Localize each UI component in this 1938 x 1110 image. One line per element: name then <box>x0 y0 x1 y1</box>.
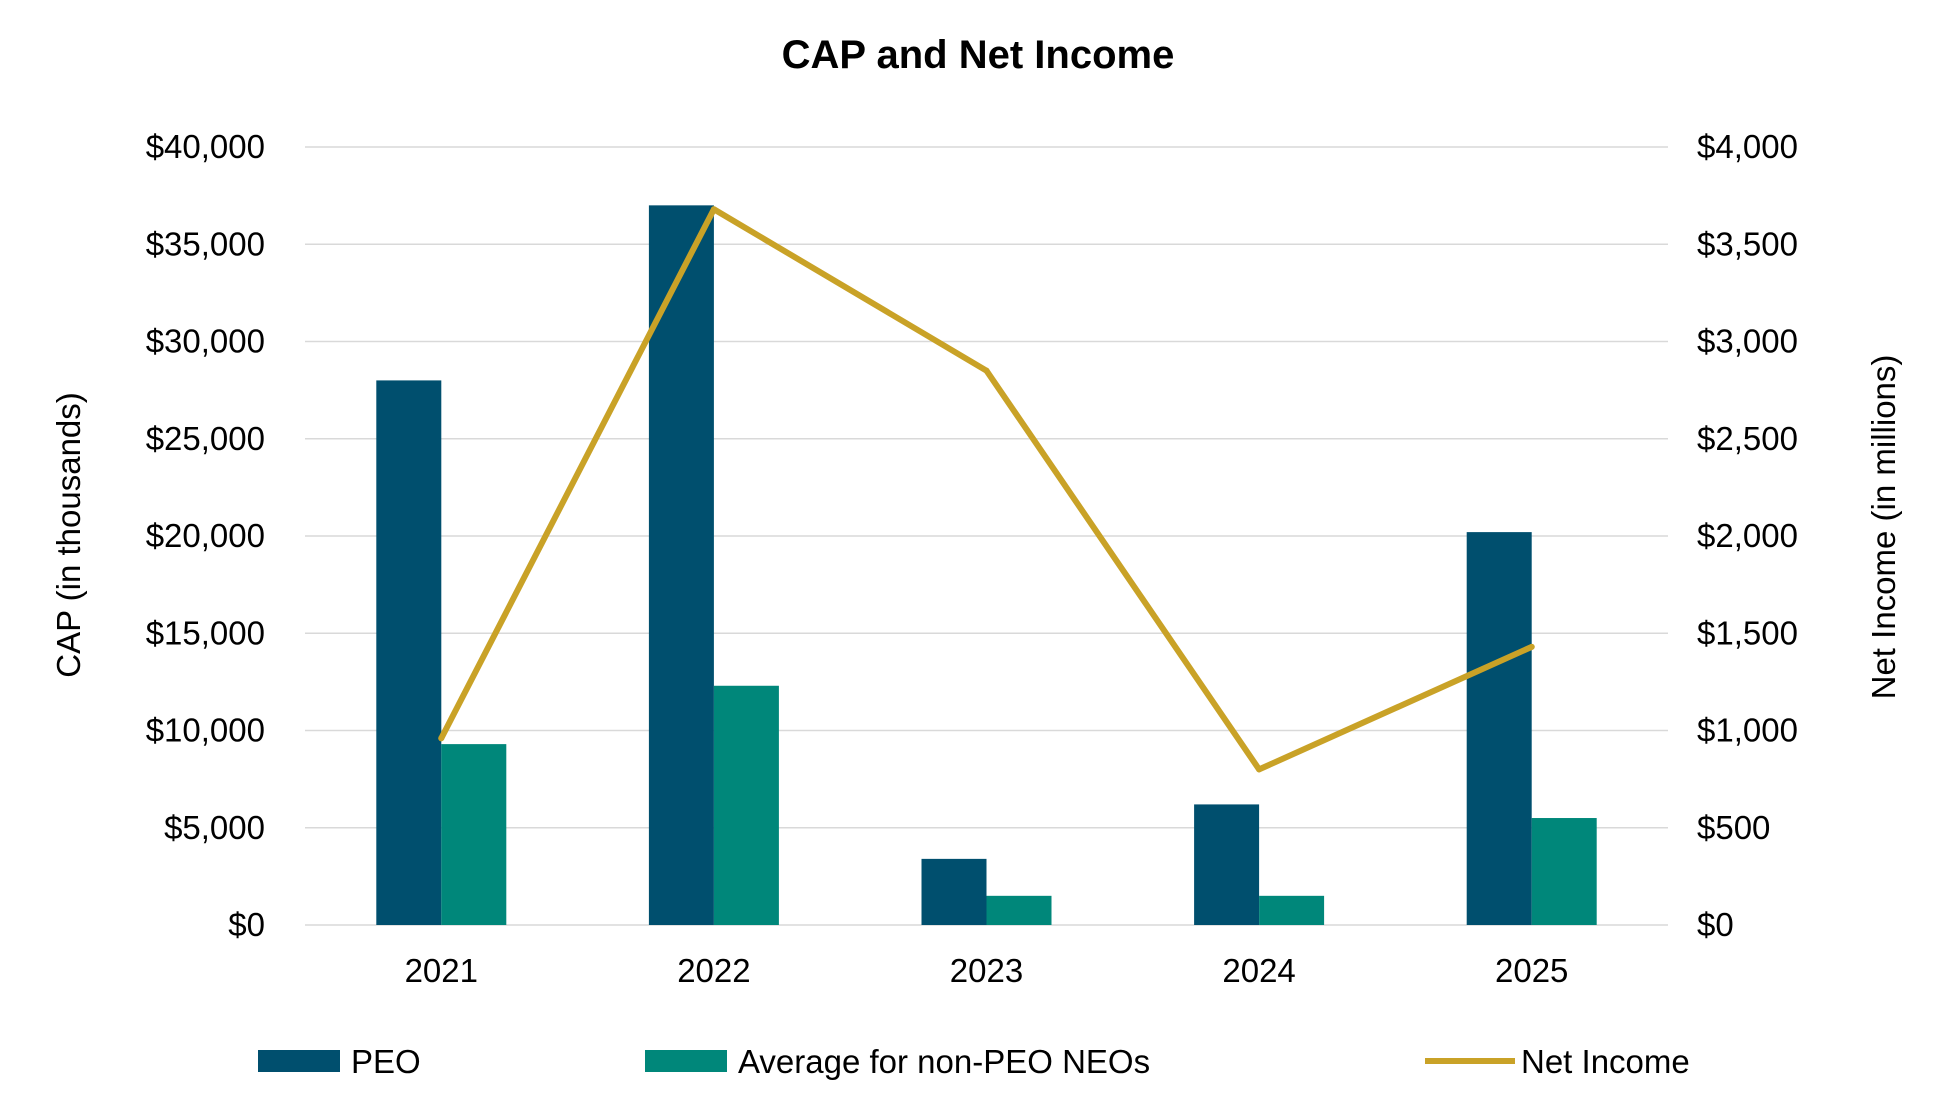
legend-swatch <box>258 1050 340 1072</box>
y-tick-label-left: $5,000 <box>164 809 265 846</box>
y-tick-label-right: $2,000 <box>1697 517 1798 554</box>
legend-swatch <box>645 1050 727 1072</box>
chart-title: CAP and Net Income <box>782 33 1175 77</box>
y-tick-label-right: $3,000 <box>1697 323 1798 360</box>
net-income-point <box>710 206 717 213</box>
y-tick-label-left: $35,000 <box>146 225 265 262</box>
legend-label: Average for non-PEO NEOs <box>738 1043 1150 1080</box>
legend-label: Net Income <box>1521 1043 1690 1080</box>
y-tick-label-left: $40,000 <box>146 128 265 165</box>
neo-average-bar <box>441 744 507 925</box>
net-income-point <box>438 735 445 742</box>
y-tick-label-right: $0 <box>1697 906 1734 943</box>
gridlines <box>305 146 1668 926</box>
y-tick-label-right: $4,000 <box>1697 128 1798 165</box>
net-income-point <box>1528 643 1535 650</box>
peo-bar <box>1466 532 1532 925</box>
y-tick-label-left: $0 <box>228 906 265 943</box>
x-tick-label: 2021 <box>405 952 478 989</box>
y-tick-label-right: $500 <box>1697 809 1770 846</box>
x-tick-label: 2023 <box>950 952 1023 989</box>
neo-average-bar <box>986 895 1052 925</box>
y-tick-label-right: $1,500 <box>1697 614 1798 651</box>
y-axis-right-ticks: $0 $500 $1,000 $1,500 $2,000 $2,500 $3,000 $3,5… <box>1697 128 1798 943</box>
x-tick-label: 2022 <box>677 952 750 989</box>
y-tick-label-left: $10,000 <box>146 712 265 749</box>
y-axis-right-title: Net Income (in millions) <box>1865 355 1902 700</box>
y-axis-left-title: CAP (in thousands) <box>50 392 87 678</box>
net-income-point <box>983 367 990 374</box>
legend-label: PEO <box>351 1043 421 1080</box>
neo-average-bar <box>1531 818 1597 925</box>
peo-bar <box>1194 804 1260 925</box>
net-income-line <box>438 206 1535 773</box>
peo-bar <box>376 380 442 925</box>
y-tick-label-left: $30,000 <box>146 323 265 360</box>
x-axis-ticks: 2021 2022 2023 2024 2025 <box>405 952 1569 989</box>
legend: PEO Average for non-PEO NEOs Net Income <box>258 1043 1690 1080</box>
net-income-point <box>1256 766 1263 773</box>
y-tick-label-right: $3,500 <box>1697 225 1798 262</box>
x-tick-label: 2024 <box>1222 952 1295 989</box>
y-tick-label-right: $1,000 <box>1697 712 1798 749</box>
neo-average-bar <box>713 685 779 925</box>
peo-bar <box>921 858 987 925</box>
y-tick-label-left: $15,000 <box>146 614 265 651</box>
y-axis-left-ticks: $0 $5,000 $10,000 $15,000 $20,000 $25,000 $30,… <box>146 128 265 943</box>
y-tick-label-left: $20,000 <box>146 517 265 554</box>
y-tick-label-left: $25,000 <box>146 420 265 457</box>
neo-average-bar <box>1259 895 1325 925</box>
line-series <box>438 206 1535 773</box>
peo-bar <box>648 205 714 926</box>
x-tick-label: 2025 <box>1495 952 1568 989</box>
bar-series <box>376 205 1597 926</box>
y-tick-label-right: $2,500 <box>1697 420 1798 457</box>
